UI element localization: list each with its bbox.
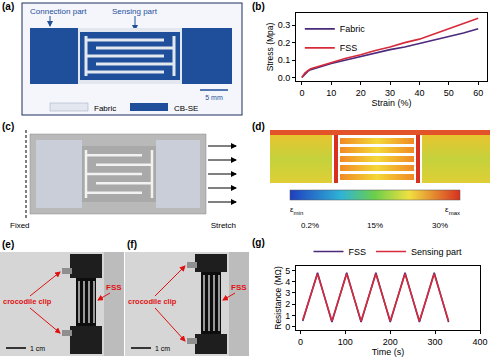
svg-text:4: 4 xyxy=(285,277,290,287)
svg-text:2: 2 xyxy=(285,299,290,309)
svg-text:10: 10 xyxy=(326,88,336,98)
svg-text:FSS: FSS xyxy=(349,247,367,257)
svg-text:0.2: 0.2 xyxy=(278,38,291,48)
svg-text:εmin: εmin xyxy=(290,205,303,216)
svg-text:1 cm: 1 cm xyxy=(30,345,45,352)
svg-text:30%: 30% xyxy=(432,221,448,230)
svg-text:Stretch: Stretch xyxy=(211,221,236,230)
svg-text:Connection part: Connection part xyxy=(30,7,87,16)
svg-text:3: 3 xyxy=(285,288,290,298)
svg-text:0.2%: 0.2% xyxy=(301,221,319,230)
svg-text:Time (s): Time (s) xyxy=(372,347,405,357)
svg-text:1 cm: 1 cm xyxy=(155,345,170,352)
html-text:(g): (g) xyxy=(252,237,265,248)
svg-text:5: 5 xyxy=(285,266,290,276)
svg-text:Resistance (MΩ): Resistance (MΩ) xyxy=(273,266,283,330)
html-text:(c): (c) xyxy=(2,121,15,132)
svg-text:CB-SE: CB-SE xyxy=(174,104,198,113)
svg-text:0.1: 0.1 xyxy=(278,55,291,65)
html-text:(a): (a) xyxy=(2,1,15,12)
html-text:(f): (f) xyxy=(127,239,137,250)
svg-text:40: 40 xyxy=(414,88,424,98)
svg-text:400: 400 xyxy=(472,337,487,347)
svg-text:15%: 15% xyxy=(367,221,383,230)
svg-text:FSS: FSS xyxy=(231,283,247,292)
svg-text:30: 30 xyxy=(385,88,395,98)
svg-text:Sensing part: Sensing part xyxy=(112,7,158,16)
svg-text:FSS: FSS xyxy=(106,283,122,292)
svg-text:Sensing part: Sensing part xyxy=(411,247,462,257)
svg-text:0: 0 xyxy=(299,88,304,98)
svg-text:0: 0 xyxy=(285,322,290,332)
svg-text:300: 300 xyxy=(428,337,443,347)
svg-text:FSS: FSS xyxy=(340,43,358,53)
svg-text:60: 60 xyxy=(473,88,483,98)
svg-text:Strain (%): Strain (%) xyxy=(371,98,411,108)
svg-text:crocodile clip: crocodile clip xyxy=(128,297,177,306)
svg-text:100: 100 xyxy=(338,337,353,347)
svg-text:0.3: 0.3 xyxy=(278,20,291,30)
html-text:(e): (e) xyxy=(2,239,15,250)
svg-text:Fabric: Fabric xyxy=(94,104,116,113)
svg-text:50: 50 xyxy=(444,88,454,98)
svg-text:Fixed: Fixed xyxy=(10,221,30,230)
html-text:(b): (b) xyxy=(252,1,265,12)
svg-text:Stress (Mpa): Stress (Mpa) xyxy=(265,23,275,72)
svg-text:Fabric: Fabric xyxy=(340,24,366,34)
svg-text:εmax: εmax xyxy=(445,205,460,216)
svg-text:0: 0 xyxy=(298,337,303,347)
svg-text:5 mm: 5 mm xyxy=(205,94,223,101)
svg-text:200: 200 xyxy=(383,337,398,347)
html-text:(d): (d) xyxy=(252,121,265,132)
svg-text:crocodile clip: crocodile clip xyxy=(3,297,52,306)
svg-text:20: 20 xyxy=(356,88,366,98)
svg-text:1: 1 xyxy=(285,311,290,321)
svg-text:0.0: 0.0 xyxy=(278,73,291,83)
